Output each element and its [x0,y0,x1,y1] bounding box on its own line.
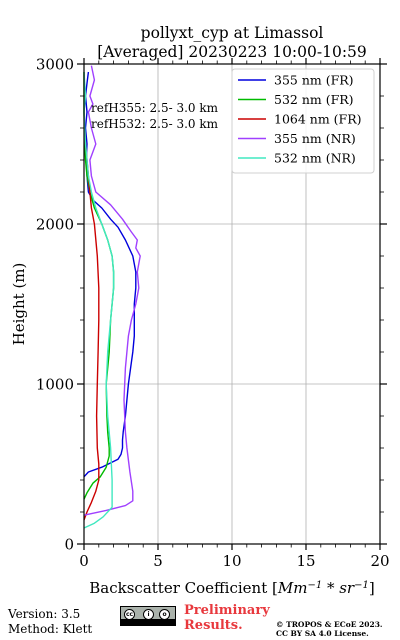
series-line-1 [83,71,137,478]
chart-title-line1: pollyxt_cyp at Limassol [141,24,324,42]
preliminary-line2: Results. [184,618,243,633]
legend-label-2: 532 nm (FR) [274,92,354,107]
series-line-3 [83,127,100,521]
x-tick-label: 0 [79,552,89,570]
series-line-4 [83,65,141,516]
legend-label-3: 1064 nm (FR) [274,112,362,127]
y-axis-label: Height (m) [10,263,28,346]
legend-box [231,68,375,174]
preliminary-notice: Preliminary Results. [184,603,270,633]
x-tick-label: 5 [153,552,163,570]
legend-label-5: 532 nm (NR) [274,151,356,166]
annotation-refh532: refH532: 2.5- 3.0 km [91,117,219,131]
series-line-5 [83,71,115,529]
cc-license-icon: cc i o [120,606,176,626]
method-text: Method: Klett [8,622,93,636]
x-tick-label: 20 [370,552,389,570]
y-tick-label: 0 [64,536,74,554]
legend-label-1: 355 nm (FR) [274,73,354,88]
copyright-notice: © TROPOS & ECoE 2023. CC BY SA 4.0 Licen… [276,620,383,638]
y-tick-label: 1000 [36,376,74,394]
x-tick-label: 15 [296,552,315,570]
series-group [83,65,141,529]
legend-label-4: 355 nm (NR) [274,131,356,146]
preliminary-line1: Preliminary [184,603,270,618]
axis-ticks [77,58,387,550]
legend: 355 nm (FR) 532 nm (FR) 1064 nm (FR) 355 nm… [231,68,375,174]
annotation-refh355: refH355: 2.5- 3.0 km [91,101,219,115]
y-tick-label: 3000 [36,56,74,74]
copyright-line1: © TROPOS & ECoE 2023. [276,620,383,629]
x-tick-label: 10 [222,552,241,570]
tick-labels: 0 5 10 15 20 0 1000 2000 3000 [36,56,390,571]
copyright-line2: CC BY SA 4.0 License. [276,629,369,638]
y-tick-label: 2000 [36,216,74,234]
version-text: Version: 3.5 [8,607,81,621]
x-axis-label: Backscatter Coefficient [Mm−1 * sr−1] [89,579,374,597]
chart-title-line2: [Averaged] 20230223 10:00-10:59 [97,43,367,61]
cc-badge-bar [121,619,175,625]
footer-version: Version: 3.5 Method: Klett [8,607,92,637]
